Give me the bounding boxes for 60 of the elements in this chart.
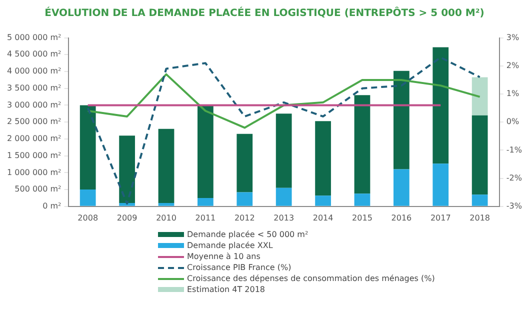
bar xyxy=(158,203,174,206)
legend-label: Estimation 4T 2018 xyxy=(187,285,266,294)
y-tick-label: 1 500 000 m² xyxy=(6,150,62,160)
x-tick-label: 2011 xyxy=(195,213,216,222)
bar xyxy=(236,134,253,192)
legend-label: Demande placée XXL xyxy=(187,241,273,250)
x-tick-label: 2008 xyxy=(78,213,98,222)
y-tick-label: 3 500 000 m² xyxy=(6,83,62,92)
legend-label: Croissance PIB France (%) xyxy=(187,263,292,272)
bar xyxy=(315,196,331,206)
y-tick-label: 4 500 000 m² xyxy=(6,50,62,59)
bar xyxy=(276,114,292,188)
bar xyxy=(276,188,292,206)
y2-tick-label: -1% xyxy=(506,145,522,154)
bar xyxy=(80,105,96,190)
x-tick-label: 2016 xyxy=(391,213,412,222)
legend-label: Croissance des dépenses de consommation des ménages (%) xyxy=(187,274,435,283)
line-series xyxy=(86,56,481,205)
y-tick-label: 2 000 000 m² xyxy=(6,134,62,144)
y2-tick-label: 1% xyxy=(506,89,520,98)
bar xyxy=(472,115,488,195)
bar xyxy=(158,128,174,204)
bar xyxy=(472,77,488,116)
y-tick-label: 0 m² xyxy=(42,201,62,210)
x-tick-label: 2017 xyxy=(430,213,451,222)
y-tick-label: 500 000 m² xyxy=(14,184,62,194)
y-tick-label: 3 000 000 m² xyxy=(6,100,62,110)
y-tick-label: 1 000 000 m² xyxy=(6,168,62,177)
bar xyxy=(393,169,410,206)
y2-tick-label: -2% xyxy=(506,173,522,182)
x-tick-label: 2014 xyxy=(312,213,334,222)
y2-tick-label: 2% xyxy=(506,60,520,70)
legend-label: Moyenne à 10 ans xyxy=(187,252,260,261)
x-tick-label: 2013 xyxy=(274,213,294,222)
x-tick-label: 2010 xyxy=(156,213,176,222)
y-tick-label: 5 000 000 m² xyxy=(6,32,62,42)
x-tick-label: 2015 xyxy=(352,213,372,222)
bar xyxy=(236,192,253,206)
y2-tick-label: 0% xyxy=(506,117,520,126)
bar xyxy=(198,198,214,206)
bar xyxy=(432,164,449,206)
y-tick-label: 2 500 000 m² xyxy=(6,117,62,126)
x-tick-label: 2009 xyxy=(116,213,138,222)
bar xyxy=(119,203,135,206)
y-tick-label: 4 000 000 m² xyxy=(6,66,62,76)
bar xyxy=(472,194,488,206)
y2-tick-label: 3% xyxy=(506,32,520,42)
bar xyxy=(432,47,449,164)
y2-tick-label: -3% xyxy=(506,201,522,210)
bar xyxy=(354,194,370,206)
bar xyxy=(80,190,96,206)
legend-label: Demande placée < 50 000 m² xyxy=(187,230,308,239)
x-tick-label: 2012 xyxy=(234,213,255,222)
bar xyxy=(315,121,331,196)
bar xyxy=(354,95,370,194)
chart-title: ÉVOLUTION DE LA DEMANDE PLACÉE EN LOGISTIQUE (ENTREPÔTS > 5 000 M²) xyxy=(44,6,486,21)
bar xyxy=(119,136,135,204)
bar xyxy=(393,70,410,170)
x-tick-label: 2018 xyxy=(470,213,490,222)
bar xyxy=(198,106,214,198)
